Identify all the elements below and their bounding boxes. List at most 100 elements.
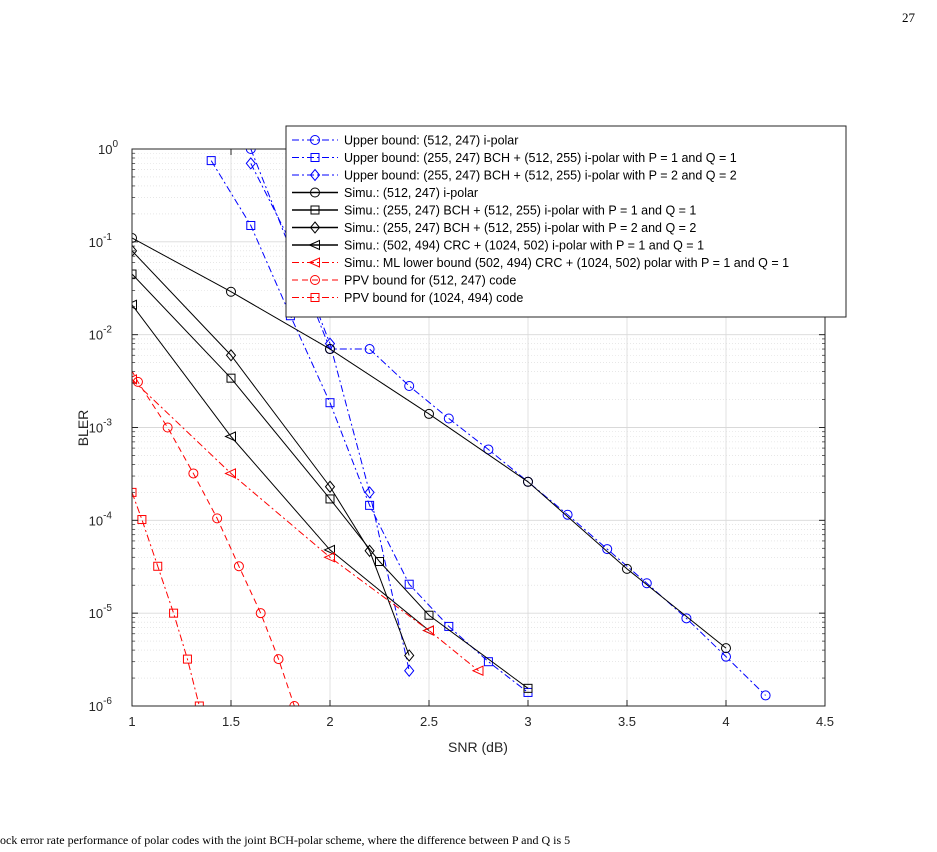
- data-point-0-8: [602, 544, 613, 555]
- data-point-7-4: [471, 665, 484, 676]
- data-point-1-3: [325, 398, 335, 408]
- legend-label-0: Upper bound: (512, 247) i-polar: [344, 134, 518, 148]
- legend-label-6: Simu.: (502, 494) CRC + (1024, 502) i-po…: [344, 239, 704, 253]
- legend-marker-9: [310, 293, 320, 302]
- data-point-2-4: [404, 664, 415, 677]
- data-point-2-0: [245, 157, 256, 170]
- legend-marker-0: [310, 135, 320, 145]
- y-tick-label: 10-2: [89, 325, 113, 343]
- data-point-9-0: [132, 487, 137, 497]
- data-point-5-3: [364, 544, 375, 558]
- data-point-4-2: [325, 494, 335, 504]
- data-point-0-7: [562, 509, 573, 520]
- page-number: 27: [902, 10, 915, 25]
- data-point-9-3: [169, 608, 179, 618]
- legend-label-1: Upper bound: (255, 247) BCH + (512, 255)…: [344, 151, 737, 165]
- legend-label-8: PPV bound for (512, 247) code: [344, 274, 516, 288]
- series-line-4: [132, 273, 529, 689]
- data-point-5-4: [404, 649, 415, 662]
- y-tick-label: 10-1: [89, 232, 113, 250]
- data-point-3-0: [132, 232, 137, 243]
- series-line-8: [132, 369, 295, 706]
- data-point-1-1: [246, 220, 256, 230]
- data-point-0-5: [483, 444, 494, 455]
- x-tick-label: 1.5: [222, 714, 240, 729]
- data-point-3-4: [523, 476, 533, 487]
- y-tick-label: 10-4: [89, 510, 113, 528]
- series-line-2: [250, 163, 410, 671]
- data-point-4-3: [375, 557, 384, 567]
- legend-marker-4: [310, 205, 320, 215]
- data-point-0-4: [443, 413, 454, 424]
- data-point-7-3: [422, 625, 434, 636]
- data-point-5-1: [225, 348, 237, 362]
- series-line-6: [132, 304, 430, 631]
- data-point-6-2: [323, 544, 335, 556]
- x-tick-label: 2.5: [420, 714, 438, 729]
- data-point-8-3: [188, 468, 199, 479]
- series-9: [132, 487, 204, 706]
- series-line-3: [132, 237, 727, 649]
- series-line-7: [132, 378, 479, 672]
- data-point-7-1: [224, 468, 236, 479]
- legend-marker-7: [308, 257, 320, 268]
- x-tick-label: 1: [128, 714, 135, 729]
- series-8: [132, 369, 300, 706]
- axes: 1 1.5 2 2.5 3 3.5 4 4.5 100 10-1 10-2 10-3 10-4 10-5 1…: [89, 139, 834, 729]
- data-point-4-4: [424, 610, 434, 620]
- data-point-6-0: [132, 299, 137, 311]
- x-tick-label: 4: [722, 714, 729, 729]
- data-point-8-4: [212, 513, 223, 524]
- data-point-5-2: [324, 480, 336, 494]
- x-tick-label: 2: [326, 714, 333, 729]
- legend-label-7: Simu.: ML lower bound (502, 494) CRC + (…: [344, 256, 789, 270]
- data-point-3-6: [721, 643, 731, 654]
- legend-marker-1: [310, 153, 320, 162]
- y-tick-label: 10-6: [89, 696, 113, 714]
- series-line-9: [132, 492, 200, 706]
- data-point-1-5: [404, 579, 414, 589]
- data-point-4-1: [226, 373, 236, 383]
- data-point-8-2: [162, 422, 173, 433]
- data-point-0-9: [641, 578, 652, 589]
- data-point-9-5: [194, 701, 204, 706]
- x-tick-label: 3: [524, 714, 531, 729]
- data-point-3-3: [424, 408, 434, 419]
- data-point-8-7: [273, 654, 284, 665]
- legend-label-5: Simu.: (255, 247) BCH + (512, 255) i-pol…: [344, 221, 696, 235]
- legend: Upper bound: (512, 247) i-polar Upper bou…: [285, 125, 847, 318]
- series-3: [132, 232, 731, 654]
- data-point-7-2: [323, 552, 335, 563]
- data-point-1-4: [365, 500, 375, 510]
- series-layer: [132, 149, 771, 706]
- data-point-8-1: [132, 376, 143, 387]
- series-4: [132, 269, 533, 693]
- x-tick-label: 3.5: [618, 714, 636, 729]
- data-point-3-5: [622, 563, 632, 574]
- data-point-8-5: [233, 561, 244, 572]
- data-point-0-3: [404, 380, 415, 391]
- data-point-3-2: [325, 344, 335, 355]
- data-point-9-1: [137, 515, 147, 525]
- data-point-4-5: [523, 683, 533, 693]
- legend-marker-5: [309, 221, 321, 234]
- data-point-3-1: [226, 286, 236, 297]
- legend-marker-8: [310, 275, 320, 285]
- legend-label-4: Simu.: (255, 247) BCH + (512, 255) i-pol…: [344, 204, 696, 218]
- data-point-6-1: [224, 431, 236, 442]
- legend-label-3: Simu.: (512, 247) i-polar: [344, 186, 478, 200]
- series-line-5: [132, 250, 410, 656]
- data-point-9-2: [153, 561, 163, 571]
- data-point-0-2: [364, 344, 375, 355]
- y-tick-label: 10-5: [89, 603, 113, 621]
- legend-marker-6: [308, 239, 320, 251]
- data-point-0-12: [760, 690, 771, 701]
- legend-marker-3: [310, 187, 320, 198]
- data-point-1-0: [206, 156, 216, 166]
- data-point-8-6: [255, 608, 266, 619]
- data-point-4-0: [132, 269, 137, 279]
- data-point-5-0: [132, 244, 138, 258]
- data-point-9-4: [182, 654, 192, 664]
- legend-label-9: PPV bound for (1024, 494) code: [344, 291, 523, 305]
